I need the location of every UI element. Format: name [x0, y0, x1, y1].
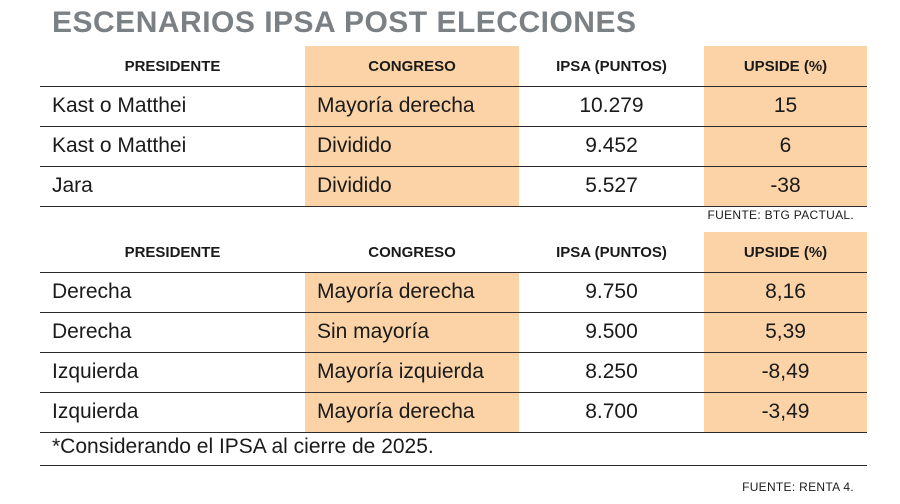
source-renta4: FUENTE: RENTA 4. — [742, 480, 854, 494]
table-row: Derecha Mayoría derecha 9.750 8,16 — [40, 272, 867, 312]
table-row: Kast o Matthei Dividido 9.452 6 — [40, 126, 867, 166]
table-bottom-rule — [40, 206, 867, 207]
table-header: PRESIDENTE CONGRESO IPSA (PUNTOS) UPSIDE… — [40, 232, 867, 272]
table-row: Jara Dividido 5.527 -38 — [40, 166, 867, 206]
cell-ipsa: 9.452 — [585, 134, 638, 157]
cell-congreso: Mayoría derecha — [305, 272, 519, 312]
table-row: Kast o Matthei Mayoría derecha 10.279 15 — [40, 86, 867, 126]
cell-presidente: Izquierda — [52, 400, 139, 423]
table-row: Izquierda Mayoría izquierda 8.250 -8,49 — [40, 352, 867, 392]
table-row: Derecha Sin mayoría 9.500 5,39 — [40, 312, 867, 352]
header-upside: UPSIDE (%) — [704, 232, 867, 272]
scenarios-table-btg: PRESIDENTE CONGRESO IPSA (PUNTOS) UPSIDE… — [40, 46, 867, 207]
cell-presidente: Izquierda — [52, 360, 139, 383]
header-congreso: CONGRESO — [368, 243, 456, 261]
header-presidente: PRESIDENTE — [124, 57, 221, 75]
cell-ipsa: 5.527 — [585, 174, 638, 197]
header-ipsa: IPSA (PUNTOS) — [556, 57, 667, 75]
header-upside: UPSIDE (%) — [704, 46, 867, 86]
cell-upside: 6 — [704, 126, 867, 166]
cell-ipsa: 9.500 — [585, 320, 638, 343]
table-row: Izquierda Mayoría derecha 8.700 -3,49 — [40, 392, 867, 432]
footnote: *Considerando el IPSA al cierre de 2025. — [52, 435, 434, 458]
cell-congreso: Mayoría derecha — [305, 86, 519, 126]
cell-upside: -8,49 — [704, 352, 867, 392]
cell-upside: -38 — [704, 166, 867, 206]
table-bottom-rule — [40, 432, 867, 433]
cell-presidente: Derecha — [52, 320, 132, 343]
cell-ipsa: 8.700 — [585, 400, 638, 423]
page-title: ESCENARIOS IPSA POST ELECCIONES — [52, 6, 637, 39]
cell-upside: 5,39 — [704, 312, 867, 352]
cell-presidente: Jara — [52, 174, 93, 197]
cell-ipsa: 8.250 — [585, 360, 638, 383]
cell-presidente: Kast o Matthei — [52, 94, 187, 117]
header-presidente: PRESIDENTE — [124, 243, 221, 261]
cell-presidente: Kast o Matthei — [52, 134, 187, 157]
source-btg: FUENTE: BTG PACTUAL. — [707, 208, 854, 222]
cell-congreso: Dividido — [305, 166, 519, 206]
cell-ipsa: 9.750 — [585, 280, 638, 303]
cell-congreso: Dividido — [305, 126, 519, 166]
cell-presidente: Derecha — [52, 280, 132, 303]
cell-upside: 8,16 — [704, 272, 867, 312]
cell-congreso: Sin mayoría — [305, 312, 519, 352]
cell-ipsa: 10.279 — [579, 94, 644, 117]
table-header: PRESIDENTE CONGRESO IPSA (PUNTOS) UPSIDE… — [40, 46, 867, 86]
header-ipsa: IPSA (PUNTOS) — [556, 243, 667, 261]
scenarios-table-renta4: PRESIDENTE CONGRESO IPSA (PUNTOS) UPSIDE… — [40, 232, 867, 433]
cell-congreso: Mayoría izquierda — [305, 352, 519, 392]
footnote-rule — [40, 465, 867, 466]
cell-congreso: Mayoría derecha — [305, 392, 519, 432]
cell-upside: 15 — [704, 86, 867, 126]
header-congreso: CONGRESO — [305, 46, 519, 86]
cell-upside: -3,49 — [704, 392, 867, 432]
